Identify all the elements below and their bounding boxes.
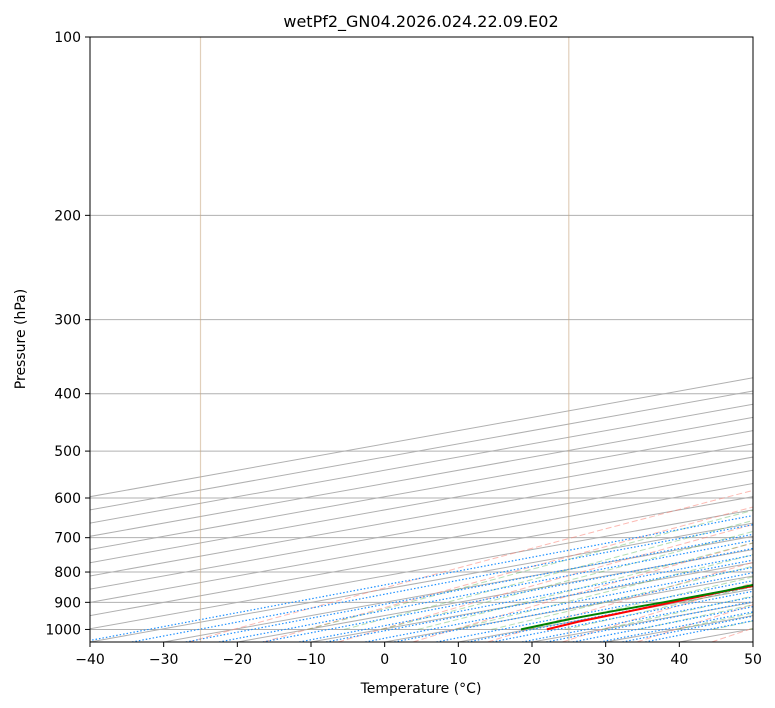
x-tick-label: −10 — [296, 652, 326, 668]
x-tick-label: 10 — [449, 652, 467, 668]
isotherm-line — [90, 496, 753, 617]
y-tick-label: 1000 — [45, 622, 81, 638]
moist-adiabat-line — [491, 565, 753, 630]
mixing-ratio-line — [185, 533, 753, 642]
isotherm-line — [90, 522, 753, 642]
isotherm-line — [90, 456, 753, 577]
y-tick-label: 200 — [54, 208, 81, 224]
isotherm-line — [90, 430, 753, 551]
x-tick-label: −40 — [75, 652, 105, 668]
isotherm-line — [90, 469, 753, 590]
mixing-ratio-line — [90, 514, 753, 642]
mixing-ratio-line — [325, 559, 753, 642]
x-tick-label: −20 — [223, 652, 253, 668]
y-tick-label: 600 — [54, 491, 81, 507]
y-tick-label: 800 — [54, 565, 81, 581]
moist-adiabat-line — [417, 542, 753, 630]
background-lines — [90, 37, 753, 642]
x-axis-title: Temperature (°C) — [360, 681, 482, 697]
dry-adiabat-line — [188, 489, 753, 642]
x-tick-label: 0 — [380, 652, 389, 668]
y-tick-label: 900 — [54, 595, 81, 611]
y-tick-label: 300 — [54, 313, 81, 329]
chart-title: wetPf2_GN04.2026.024.22.09.E02 — [283, 12, 558, 32]
x-tick-label: 30 — [597, 652, 615, 668]
mixing-ratio-line — [546, 600, 753, 642]
isotherm-line — [90, 509, 753, 630]
x-tick-label: −30 — [149, 652, 179, 668]
y-tick-label: 100 — [54, 30, 81, 46]
y-tick-label: 500 — [54, 444, 81, 460]
plot-frame — [89, 36, 754, 643]
mixing-ratio-line — [365, 566, 753, 642]
y-tick-label: 400 — [54, 387, 81, 403]
isotherm-line — [90, 482, 753, 603]
mixing-ratio-line — [572, 606, 753, 642]
y-tick-label: 700 — [54, 531, 81, 547]
isotherm-line — [163, 535, 753, 642]
mixing-ratio-line — [299, 554, 753, 642]
moist-adiabat-line — [565, 586, 753, 630]
y-axis-title: Pressure (hPa) — [13, 289, 29, 389]
x-tick-label: 40 — [670, 652, 688, 668]
x-tick-label: 50 — [744, 652, 762, 668]
moist-adiabat-line — [380, 530, 753, 630]
moist-adiabat-line — [454, 554, 753, 630]
moist-adiabat-line — [528, 576, 753, 630]
isotherm-line — [90, 443, 753, 564]
x-tick-label: 20 — [523, 652, 541, 668]
